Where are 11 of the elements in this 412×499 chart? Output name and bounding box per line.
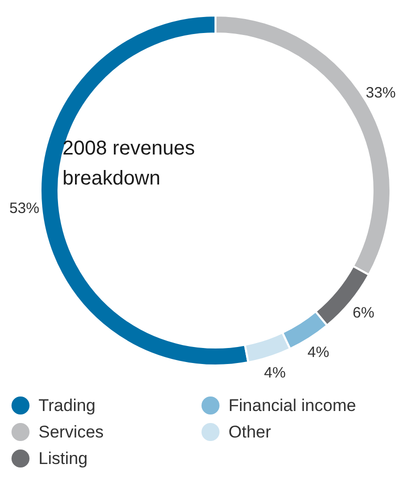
legend-label: Other [228, 422, 272, 442]
data-label: 33% [366, 84, 396, 102]
legend-label: Financial income [228, 396, 356, 415]
data-label: 6% [352, 304, 374, 322]
legend-label: Services [38, 422, 104, 442]
legend-label: Trading [38, 396, 96, 415]
text: 2008 revenues breakdown [62, 138, 195, 190]
data-label: 53% [9, 200, 40, 218]
legend-label: Listing [38, 449, 88, 468]
data-label: 4% [264, 364, 286, 382]
data-label: 4% [308, 344, 330, 362]
